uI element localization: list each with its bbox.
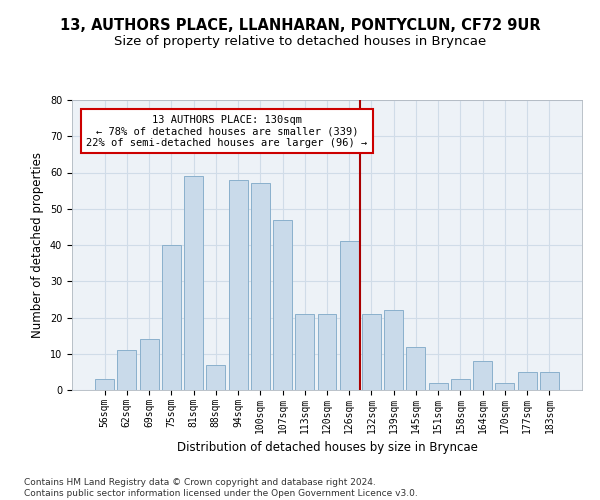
Bar bbox=[184, 176, 203, 390]
Bar bbox=[473, 361, 492, 390]
Bar bbox=[95, 379, 114, 390]
Bar bbox=[229, 180, 248, 390]
Bar bbox=[429, 383, 448, 390]
X-axis label: Distribution of detached houses by size in Bryncae: Distribution of detached houses by size … bbox=[176, 441, 478, 454]
Text: Size of property relative to detached houses in Bryncae: Size of property relative to detached ho… bbox=[114, 35, 486, 48]
Bar bbox=[340, 242, 359, 390]
Bar bbox=[273, 220, 292, 390]
Bar bbox=[251, 184, 270, 390]
Bar bbox=[451, 379, 470, 390]
Bar bbox=[540, 372, 559, 390]
Bar bbox=[362, 314, 381, 390]
Bar bbox=[406, 346, 425, 390]
Bar bbox=[496, 383, 514, 390]
Bar bbox=[162, 245, 181, 390]
Bar bbox=[295, 314, 314, 390]
Bar bbox=[518, 372, 536, 390]
Bar bbox=[118, 350, 136, 390]
Bar bbox=[206, 364, 225, 390]
Text: 13, AUTHORS PLACE, LLANHARAN, PONTYCLUN, CF72 9UR: 13, AUTHORS PLACE, LLANHARAN, PONTYCLUN,… bbox=[59, 18, 541, 32]
Bar bbox=[384, 310, 403, 390]
Text: 13 AUTHORS PLACE: 130sqm
← 78% of detached houses are smaller (339)
22% of semi-: 13 AUTHORS PLACE: 130sqm ← 78% of detach… bbox=[86, 114, 368, 148]
Bar bbox=[317, 314, 337, 390]
Text: Contains HM Land Registry data © Crown copyright and database right 2024.
Contai: Contains HM Land Registry data © Crown c… bbox=[24, 478, 418, 498]
Y-axis label: Number of detached properties: Number of detached properties bbox=[31, 152, 44, 338]
Bar bbox=[140, 339, 158, 390]
